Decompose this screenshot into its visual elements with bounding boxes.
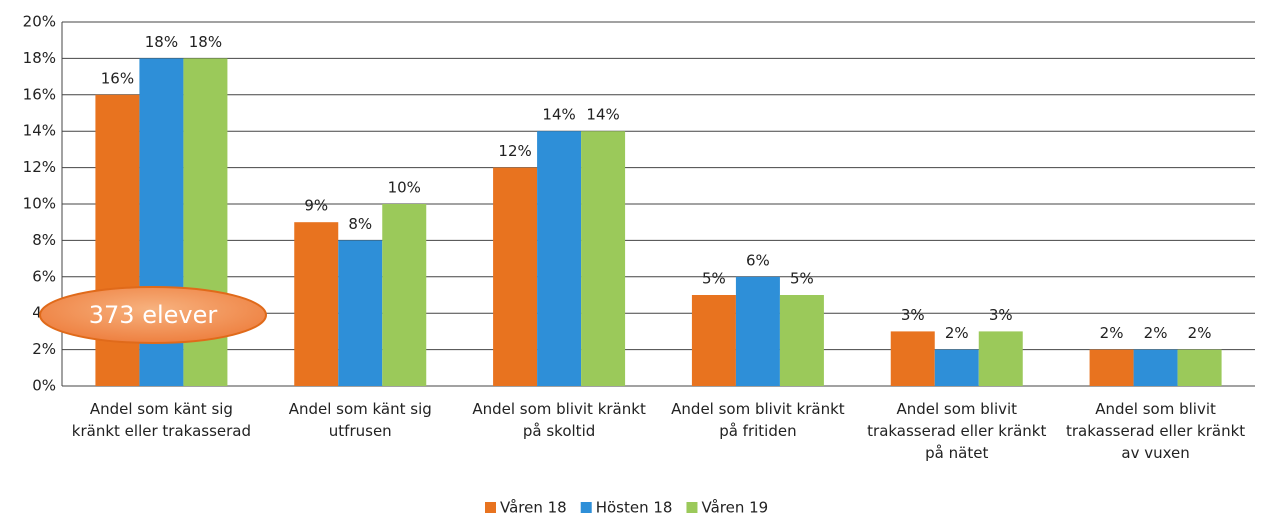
bar: [338, 240, 383, 386]
bar: [934, 349, 979, 386]
y-tick-label: 16%: [23, 85, 56, 103]
bar: [779, 295, 824, 386]
x-tick-label: Andel som känt sig kränkt eller trakasse…: [71, 400, 252, 440]
legend-swatch: [485, 502, 496, 513]
x-tick-label: Andel som blivit trakasserad eller kränk…: [867, 400, 1047, 462]
data-label: 3%: [901, 306, 925, 324]
bar: [890, 331, 935, 386]
data-label: 14%: [586, 106, 619, 124]
bar: [382, 204, 427, 386]
y-tick-label: 18%: [23, 49, 56, 67]
legend-label: Våren 18: [500, 499, 567, 517]
data-label: 2%: [1100, 324, 1124, 342]
data-label: 8%: [348, 215, 372, 233]
data-label: 6%: [746, 251, 770, 269]
bar: [581, 131, 626, 386]
y-tick-label: 10%: [23, 195, 56, 213]
bar: [1089, 349, 1134, 386]
bar: [537, 131, 582, 386]
x-tick-label: Andel som känt sig utfrusen: [288, 400, 432, 440]
bar: [294, 222, 339, 386]
data-label: 2%: [1144, 324, 1168, 342]
data-label: 14%: [542, 106, 575, 124]
annotation-bubble: [39, 286, 267, 344]
data-label: 18%: [189, 33, 222, 51]
y-tick-label: 2%: [32, 340, 56, 358]
bar: [1133, 349, 1178, 386]
bar: [735, 276, 780, 386]
data-label: 12%: [498, 142, 531, 160]
bar: [1177, 349, 1222, 386]
x-tick-label: Andel som blivit kränkt på fritiden: [671, 400, 845, 440]
bar: [978, 331, 1023, 386]
annotation: 373 elever: [89, 301, 218, 329]
legend-swatch: [686, 502, 698, 513]
bar: [493, 167, 538, 386]
data-label: 18%: [145, 33, 178, 51]
data-label: 16%: [101, 69, 134, 87]
legend-label: Hösten 18: [596, 499, 673, 517]
data-label: 5%: [790, 270, 814, 288]
x-tick-label: Andel som blivit kränkt på skoltid: [472, 400, 646, 440]
y-tick-label: 20%: [23, 13, 56, 31]
y-tick-label: 8%: [32, 231, 56, 249]
data-label: 2%: [1188, 324, 1212, 342]
y-tick-label: 14%: [23, 122, 56, 140]
y-tick-label: 12%: [23, 158, 56, 176]
data-label: 5%: [702, 270, 726, 288]
data-label: 10%: [388, 179, 421, 197]
x-tick-label: Andel som blivit trakasserad eller kränk…: [1065, 400, 1246, 462]
data-label: 2%: [945, 324, 969, 342]
y-tick-label: 6%: [32, 267, 56, 285]
data-label: 3%: [989, 306, 1013, 324]
legend-label: Våren 19: [701, 499, 768, 517]
data-label: 9%: [304, 197, 328, 215]
y-tick-label: 0%: [32, 377, 56, 395]
bar: [691, 295, 736, 386]
legend-swatch: [580, 502, 592, 513]
